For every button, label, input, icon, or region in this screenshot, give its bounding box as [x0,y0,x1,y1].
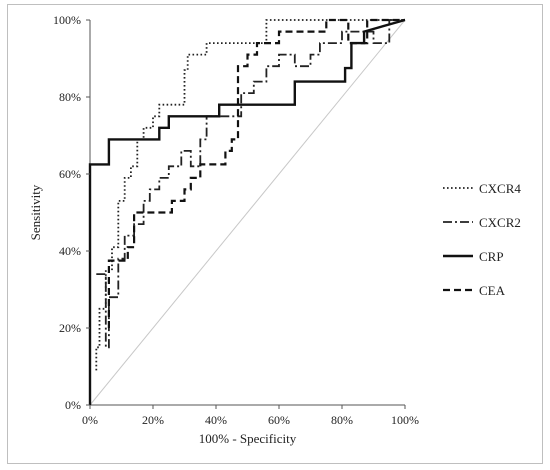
x-tick-label: 60% [268,413,290,427]
x-tick-label: 40% [205,413,227,427]
y-tick-label: 0% [65,398,81,412]
legend-label-crp: CRP [479,249,504,264]
legend-label-cxcr2: CXCR2 [479,215,521,230]
x-tick-label: 100% [391,413,419,427]
legend: CXCR4 CXCR2 CRP CEA [443,181,521,298]
y-tick-label: 60% [59,167,81,181]
ticks-layer: 0% 20% 40% 60% 80% 100% 0% 20% 40% 60% 80% 100% [53,13,419,427]
series-line-cxcr2 [96,19,405,349]
legend-label-cea: CEA [479,283,506,298]
x-tick-label: 80% [331,413,353,427]
series-line-crp [88,18,406,405]
legend-label-cxcr4: CXCR4 [479,181,521,196]
chart-frame [7,4,543,464]
x-tick-label: 20% [142,413,164,427]
reference-diagonal-line [89,19,406,406]
y-tick-label: 100% [53,13,81,27]
y-axis-title: Sensitivity [28,184,43,240]
series-line-cea [107,18,405,328]
y-tick-label: 80% [59,90,81,104]
plot-area [88,18,406,406]
x-tick-label: 0% [82,413,98,427]
series-line-cxcr4 [95,19,405,371]
y-tick-label: 20% [59,321,81,335]
x-axis-title: 100% - Specificity [199,431,297,446]
y-tick-label: 40% [59,244,81,258]
